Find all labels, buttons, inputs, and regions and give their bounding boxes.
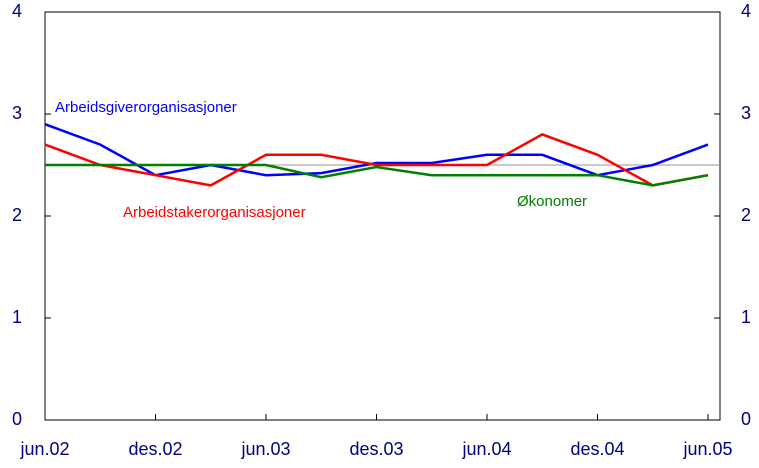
y-tick-label: 0: [12, 409, 22, 429]
y-tick-label: 3: [12, 103, 22, 123]
series-line: [45, 163, 709, 187]
y2-tick-label: 0: [741, 409, 751, 429]
series-label: Arbeidsgiverorganisasjoner: [55, 99, 237, 116]
y2-tick-label: 1: [741, 307, 751, 327]
y2-tick-label: 2: [741, 205, 751, 225]
x-tick-label: des.03: [349, 439, 403, 459]
series-label: Økonomer: [517, 193, 587, 210]
x-tick-label: jun.03: [240, 439, 290, 459]
y-tick-label: 1: [12, 307, 22, 327]
x-tick-label: des.02: [128, 439, 182, 459]
y2-tick-label: 3: [741, 103, 751, 123]
x-tick-label: jun.02: [19, 439, 69, 459]
y-tick-label: 2: [12, 205, 22, 225]
y2-tick-label: 4: [741, 1, 751, 21]
y-tick-label: 4: [12, 1, 22, 21]
x-tick-label: jun.04: [461, 439, 511, 459]
x-tick-label: des.04: [570, 439, 624, 459]
series-line: [44, 133, 709, 187]
x-tick-label: jun.05: [682, 439, 732, 459]
series-label: Arbeidstakerorganisasjoner: [123, 204, 306, 221]
